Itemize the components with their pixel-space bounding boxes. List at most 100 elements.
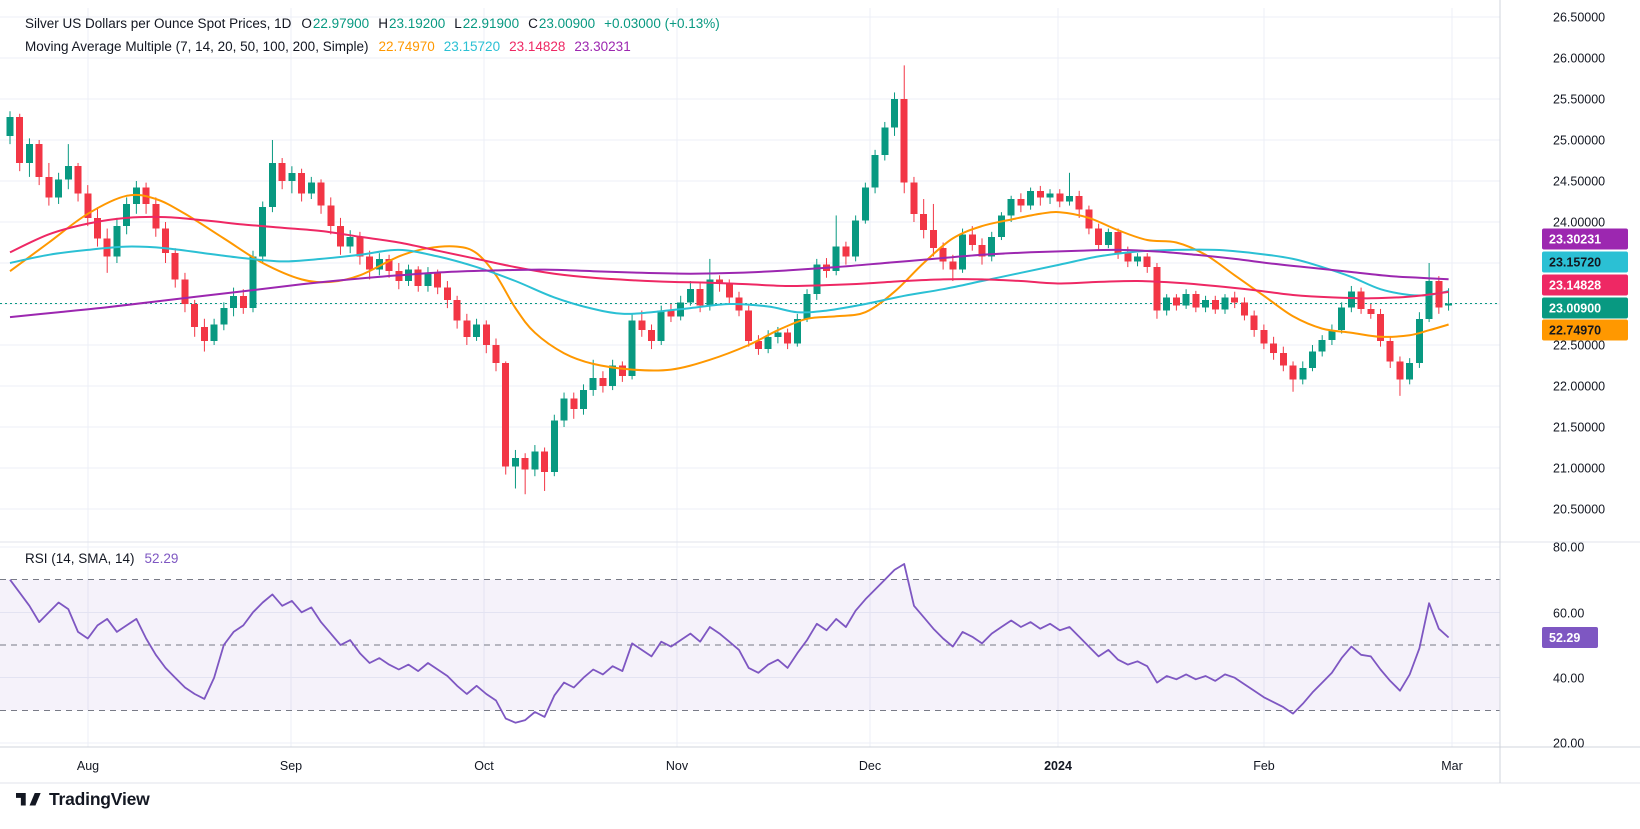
- candle[interactable]: [346, 230, 354, 254]
- candle[interactable]: [1270, 336, 1278, 360]
- candle[interactable]: [1425, 263, 1433, 323]
- candle[interactable]: [1250, 310, 1258, 337]
- candle[interactable]: [609, 359, 617, 391]
- candle[interactable]: [1192, 290, 1200, 313]
- candle[interactable]: [638, 310, 646, 337]
- candle[interactable]: [550, 414, 558, 477]
- candle[interactable]: [1085, 205, 1093, 235]
- candle[interactable]: [988, 231, 996, 262]
- candle[interactable]: [463, 313, 471, 345]
- candle[interactable]: [1386, 336, 1394, 368]
- candle[interactable]: [113, 217, 121, 263]
- candle[interactable]: [1065, 172, 1073, 206]
- tradingview-logo[interactable]: TradingView: [16, 789, 150, 810]
- candle[interactable]: [1095, 223, 1103, 251]
- candle[interactable]: [1357, 287, 1365, 314]
- candle[interactable]: [123, 197, 131, 235]
- candle[interactable]: [298, 168, 306, 202]
- candle[interactable]: [268, 140, 276, 213]
- candle[interactable]: [1367, 304, 1375, 319]
- candle[interactable]: [336, 217, 344, 255]
- candle[interactable]: [1202, 295, 1210, 313]
- ma-line-sma-orange[interactable]: [9, 193, 1449, 372]
- candle[interactable]: [1163, 294, 1171, 316]
- ma-line-sma-purple[interactable]: [9, 248, 1449, 319]
- candle[interactable]: [793, 313, 801, 347]
- candle[interactable]: [910, 176, 918, 222]
- candle[interactable]: [453, 295, 461, 329]
- candle[interactable]: [1143, 253, 1151, 273]
- candle[interactable]: [1415, 312, 1423, 368]
- candle[interactable]: [366, 250, 374, 280]
- candle[interactable]: [74, 162, 82, 202]
- candle[interactable]: [25, 138, 33, 177]
- candle[interactable]: [531, 445, 539, 477]
- candle[interactable]: [1182, 289, 1190, 309]
- candle[interactable]: [171, 248, 179, 288]
- candle[interactable]: [881, 121, 889, 161]
- candle[interactable]: [45, 162, 53, 206]
- candle[interactable]: [521, 453, 529, 495]
- candle[interactable]: [181, 272, 189, 313]
- candle[interactable]: [754, 335, 762, 355]
- candle[interactable]: [1279, 346, 1287, 372]
- rsi-line[interactable]: [9, 563, 1450, 724]
- candle[interactable]: [1396, 356, 1404, 396]
- candle[interactable]: [16, 113, 24, 172]
- candle[interactable]: [978, 238, 986, 265]
- candle[interactable]: [35, 140, 43, 186]
- candle[interactable]: [375, 253, 383, 276]
- candle[interactable]: [259, 201, 267, 264]
- candle[interactable]: [745, 305, 753, 347]
- candle[interactable]: [618, 361, 626, 382]
- candle[interactable]: [1260, 324, 1268, 350]
- candle[interactable]: [541, 447, 549, 491]
- candle[interactable]: [900, 65, 908, 194]
- candle[interactable]: [1075, 190, 1083, 218]
- candle[interactable]: [920, 199, 928, 239]
- candle[interactable]: [1435, 276, 1443, 314]
- main-series-legend[interactable]: Silver US Dollars per Ounce Spot Prices,…: [25, 12, 720, 35]
- candle[interactable]: [55, 172, 63, 204]
- candle[interactable]: [502, 361, 510, 475]
- candle[interactable]: [939, 242, 947, 270]
- candle[interactable]: [667, 304, 675, 323]
- candle[interactable]: [249, 250, 257, 313]
- candle[interactable]: [1017, 193, 1025, 213]
- candle[interactable]: [1211, 295, 1219, 314]
- candle[interactable]: [1318, 335, 1326, 357]
- candle[interactable]: [997, 212, 1005, 241]
- candle[interactable]: [473, 318, 481, 341]
- rsi-indicator-legend[interactable]: RSI (14, SMA, 14) 52.29: [25, 548, 178, 570]
- candle[interactable]: [628, 313, 636, 380]
- candle[interactable]: [1007, 195, 1015, 222]
- candle[interactable]: [103, 228, 111, 273]
- candle[interactable]: [1308, 345, 1316, 372]
- candle[interactable]: [1299, 361, 1307, 385]
- candle[interactable]: [327, 197, 335, 235]
- candle[interactable]: [813, 258, 821, 300]
- candle[interactable]: [648, 324, 656, 350]
- candle[interactable]: [1240, 297, 1248, 321]
- candle[interactable]: [132, 181, 140, 214]
- candle[interactable]: [162, 222, 170, 263]
- candle[interactable]: [414, 266, 422, 292]
- candle[interactable]: [307, 176, 315, 200]
- candle[interactable]: [891, 92, 899, 136]
- candle[interactable]: [84, 185, 92, 227]
- candle[interactable]: [706, 258, 714, 311]
- ma-indicator-legend[interactable]: Moving Average Multiple (7, 14, 20, 50, …: [25, 35, 720, 58]
- candle[interactable]: [570, 392, 578, 419]
- candle[interactable]: [560, 392, 568, 427]
- candle[interactable]: [1221, 294, 1229, 314]
- candle[interactable]: [589, 359, 597, 396]
- candle[interactable]: [1406, 358, 1414, 385]
- candle[interactable]: [579, 384, 587, 415]
- candle[interactable]: [6, 111, 14, 145]
- candle[interactable]: [93, 207, 101, 247]
- candle[interactable]: [1289, 361, 1297, 392]
- candle[interactable]: [599, 371, 607, 393]
- candle[interactable]: [482, 320, 490, 354]
- candle[interactable]: [1338, 302, 1346, 334]
